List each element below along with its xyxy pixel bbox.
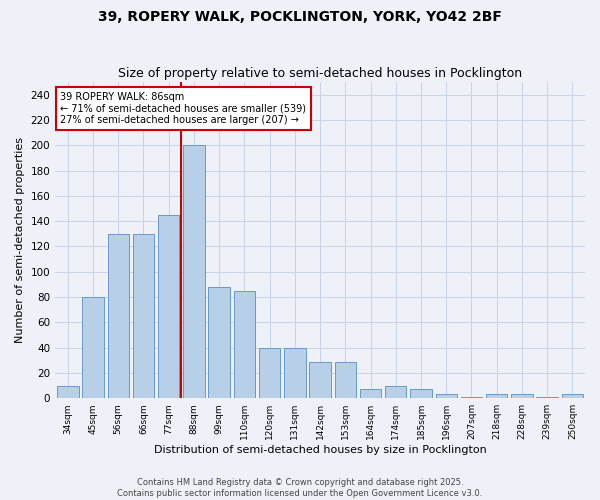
Bar: [208, 287, 230, 398]
Text: Contains HM Land Registry data © Crown copyright and database right 2025.
Contai: Contains HM Land Registry data © Crown c…: [118, 478, 482, 498]
Bar: [360, 390, 381, 398]
Bar: [57, 386, 79, 398]
Bar: [486, 394, 508, 398]
Bar: [233, 290, 255, 398]
Bar: [133, 234, 154, 398]
Bar: [385, 386, 406, 398]
Bar: [436, 394, 457, 398]
Bar: [461, 397, 482, 398]
Bar: [335, 362, 356, 398]
Title: Size of property relative to semi-detached houses in Pocklington: Size of property relative to semi-detach…: [118, 66, 522, 80]
Y-axis label: Number of semi-detached properties: Number of semi-detached properties: [15, 137, 25, 343]
Text: 39 ROPERY WALK: 86sqm
← 71% of semi-detached houses are smaller (539)
27% of sem: 39 ROPERY WALK: 86sqm ← 71% of semi-deta…: [61, 92, 307, 124]
Bar: [259, 348, 280, 398]
Bar: [511, 394, 533, 398]
Bar: [310, 362, 331, 398]
Bar: [562, 394, 583, 398]
Bar: [158, 215, 179, 398]
Bar: [410, 390, 432, 398]
Bar: [107, 234, 129, 398]
Bar: [82, 297, 104, 398]
Bar: [284, 348, 305, 398]
Text: 39, ROPERY WALK, POCKLINGTON, YORK, YO42 2BF: 39, ROPERY WALK, POCKLINGTON, YORK, YO42…: [98, 10, 502, 24]
Bar: [536, 397, 558, 398]
Bar: [183, 146, 205, 398]
X-axis label: Distribution of semi-detached houses by size in Pocklington: Distribution of semi-detached houses by …: [154, 445, 487, 455]
